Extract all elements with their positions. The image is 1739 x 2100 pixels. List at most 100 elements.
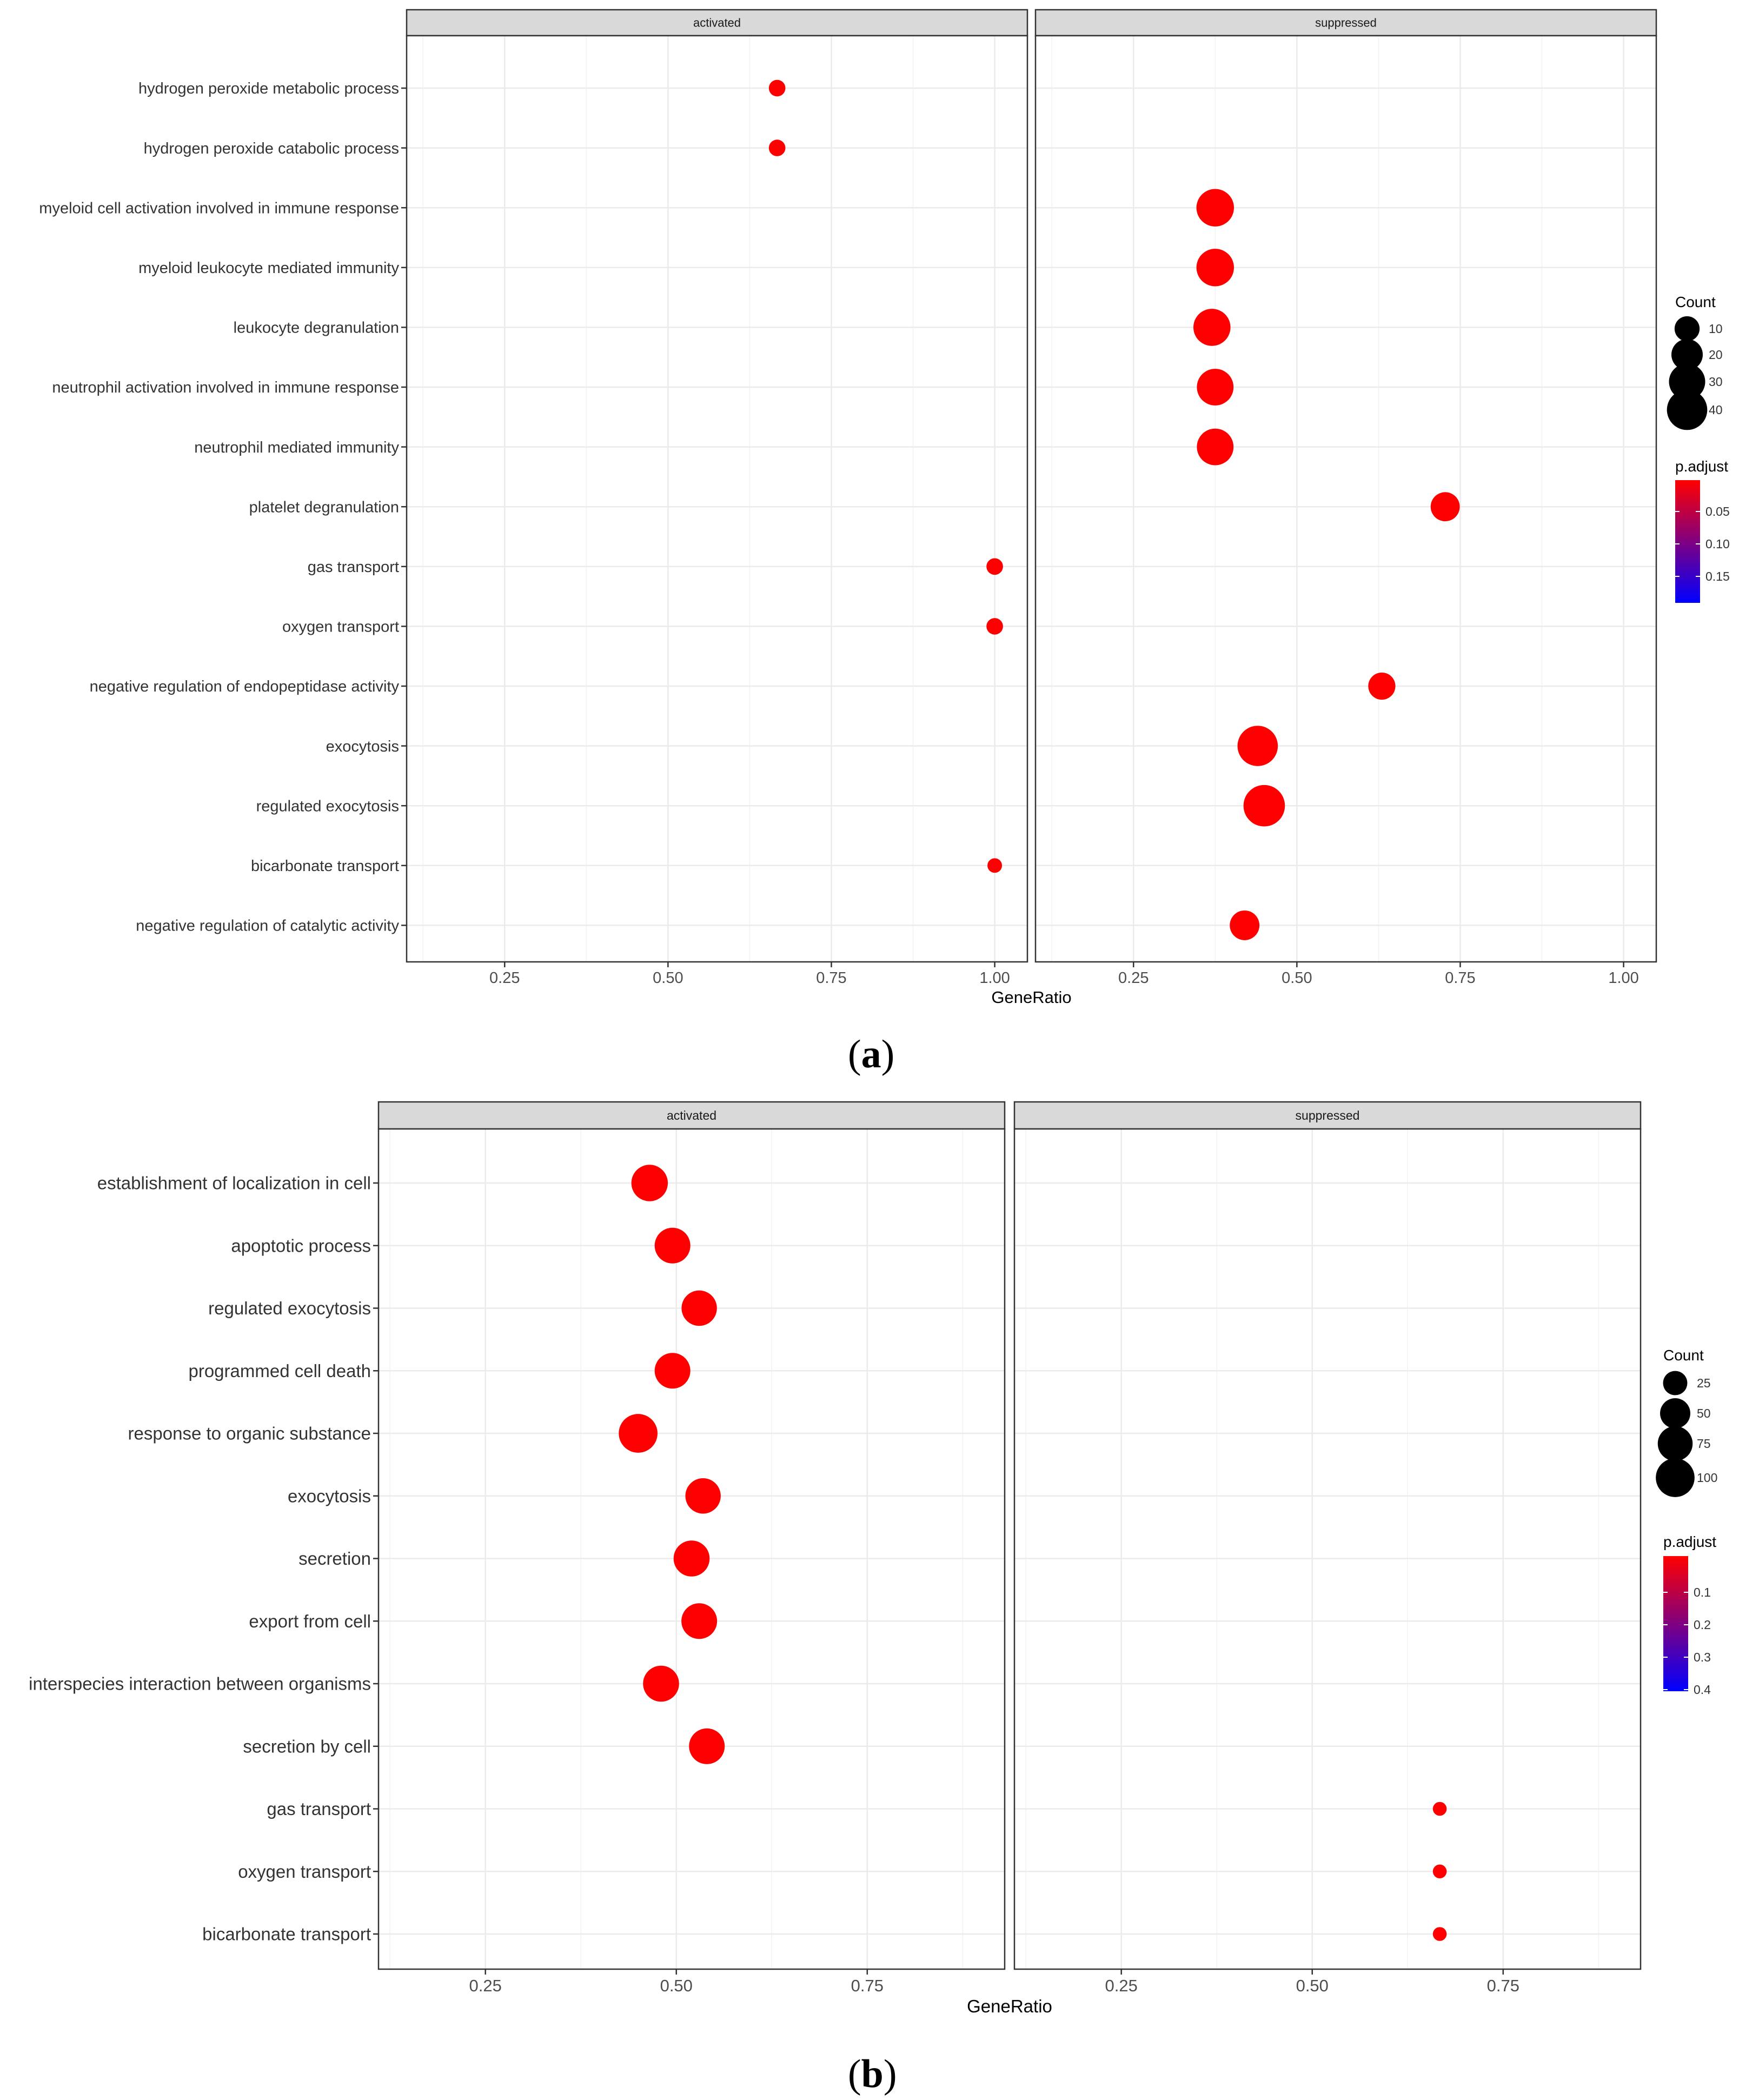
x-tick-label: 0.25 — [469, 1976, 502, 1995]
x-tick-label: 0.75 — [851, 1976, 884, 1995]
chart-panel-a: activated 0.25 0.50 0.75 1.00 suppressed 0.25 0… — [39, 9, 1730, 1007]
y-tick-label: oxygen transport — [238, 1862, 371, 1882]
legend-padjust-colorbar — [1663, 1556, 1688, 1691]
data-point — [986, 618, 1003, 635]
y-tick-label: myeloid cell activation involved in immu… — [39, 200, 399, 217]
data-point — [681, 1603, 718, 1639]
facet-strip — [377, 1101, 1006, 1130]
panel-label-a: (a) — [848, 1032, 895, 1076]
y-tick-label: leukocyte degranulation — [234, 320, 399, 337]
panel-label-b: (b) — [848, 2052, 897, 2096]
legend-padjust-label: 0.05 — [1705, 504, 1730, 519]
facet-strip — [406, 9, 1028, 37]
y-tick-label: myeloid leukocyte mediated immunity — [138, 260, 399, 277]
y-tick-label: regulated exocytosis — [208, 1298, 371, 1318]
facet-background — [407, 36, 1027, 962]
legend-count-swatch — [1663, 1371, 1688, 1395]
legend-count-swatch — [1669, 363, 1705, 400]
facet-background — [1014, 1129, 1641, 1969]
y-tick-label: programmed cell death — [188, 1361, 371, 1381]
facet-strip — [1034, 9, 1657, 37]
data-point — [619, 1414, 658, 1453]
data-point — [643, 1665, 679, 1702]
data-point — [1243, 785, 1285, 827]
y-tick-label: regulated exocytosis — [256, 798, 399, 815]
legend-count-label: 30 — [1709, 375, 1723, 389]
facet-border — [1013, 1128, 1642, 1970]
x-tick-label: 1.00 — [1608, 969, 1638, 987]
data-point — [654, 1353, 691, 1389]
legend-count-swatch — [1671, 339, 1703, 370]
data-point — [987, 858, 1003, 873]
x-tick-label: 0.50 — [1296, 1976, 1329, 1995]
data-point — [1196, 249, 1234, 287]
legend-count-label: 100 — [1697, 1471, 1717, 1485]
y-tick-label: neutrophil mediated immunity — [194, 439, 399, 456]
facet-border — [377, 1128, 1006, 1970]
x-tick-label: 1.00 — [979, 969, 1010, 987]
legend-count-swatch — [1667, 389, 1708, 430]
y-tick-label: oxygen transport — [282, 619, 399, 636]
y-tick-label: gas transport — [308, 559, 399, 576]
facet-strip — [1013, 1101, 1642, 1130]
y-tick-label: establishment of localization in cell — [97, 1173, 371, 1193]
y-tick-label: exocytosis — [326, 738, 399, 755]
legend-count-label: 40 — [1709, 403, 1723, 417]
y-tick-label: export from cell — [249, 1611, 371, 1631]
facet-strip-label: activated — [693, 16, 741, 30]
x-tick-label: 0.50 — [1282, 969, 1312, 987]
data-point — [1368, 672, 1396, 700]
x-tick-label: 0.25 — [1105, 1976, 1138, 1995]
x-axis-title: GeneRatio — [967, 1996, 1052, 2016]
legend-count-swatch — [1657, 1426, 1693, 1461]
data-point — [986, 558, 1003, 575]
data-point — [673, 1540, 710, 1577]
data-point — [1193, 309, 1231, 346]
y-tick-label: response to organic substance — [128, 1424, 371, 1444]
legend-count-title: Count — [1675, 294, 1716, 310]
data-point — [689, 1728, 725, 1764]
y-tick-label: apoptotic process — [231, 1235, 371, 1255]
facet-border — [1034, 35, 1657, 963]
y-tick-label: neutrophil activation involved in immune… — [52, 379, 399, 396]
legend-count-title: Count — [1663, 1347, 1704, 1364]
data-point — [1196, 189, 1234, 227]
facet-strip-label: suppressed — [1315, 16, 1377, 30]
x-tick-label: 0.25 — [489, 969, 520, 987]
chart-panel-b: activated 0.25 0.50 0.75 suppressed 0.25 0.50 0… — [29, 1101, 1717, 2016]
facet-border — [406, 35, 1028, 963]
x-tick-label: 0.75 — [1487, 1976, 1519, 1995]
x-tick-label: 0.75 — [1445, 969, 1475, 987]
legend-padjust-label: 0.1 — [1694, 1585, 1711, 1599]
y-tick-label: interspecies interaction between organis… — [29, 1674, 371, 1694]
data-point — [1197, 428, 1234, 466]
data-point — [631, 1165, 668, 1201]
y-tick-label: bicarbonate transport — [202, 1924, 371, 1944]
legend-padjust-label: 0.3 — [1694, 1650, 1711, 1664]
facet-strip-label: activated — [667, 1108, 716, 1122]
facet-background — [1036, 36, 1656, 962]
legend-padjust-colorbar — [1675, 480, 1700, 603]
legend-count-label: 20 — [1709, 348, 1723, 362]
data-point — [1432, 1927, 1447, 1941]
x-tick-label: 0.25 — [1118, 969, 1149, 987]
legend-count-swatch — [1656, 1458, 1695, 1497]
y-tick-label: secretion — [298, 1549, 371, 1569]
y-tick-label: secretion by cell — [243, 1736, 371, 1756]
y-tick-label: negative regulation of catalytic activit… — [136, 918, 399, 935]
x-axis-title: GeneRatio — [991, 988, 1071, 1007]
legend-count-label: 75 — [1697, 1437, 1711, 1451]
y-tick-label: gas transport — [267, 1799, 371, 1819]
x-tick-label: 0.75 — [816, 969, 846, 987]
data-point — [685, 1478, 721, 1514]
data-point — [1432, 1802, 1447, 1816]
x-tick-label: 0.50 — [653, 969, 683, 987]
legend-count-label: 25 — [1697, 1376, 1711, 1390]
y-tick-label: platelet degranulation — [249, 499, 399, 516]
legend-count-swatch — [1674, 316, 1700, 342]
data-point — [1432, 1864, 1447, 1879]
x-tick-label: 0.50 — [660, 1976, 693, 1995]
legend-count-swatch — [1660, 1398, 1690, 1428]
y-tick-label: hydrogen peroxide metabolic process — [138, 80, 399, 97]
